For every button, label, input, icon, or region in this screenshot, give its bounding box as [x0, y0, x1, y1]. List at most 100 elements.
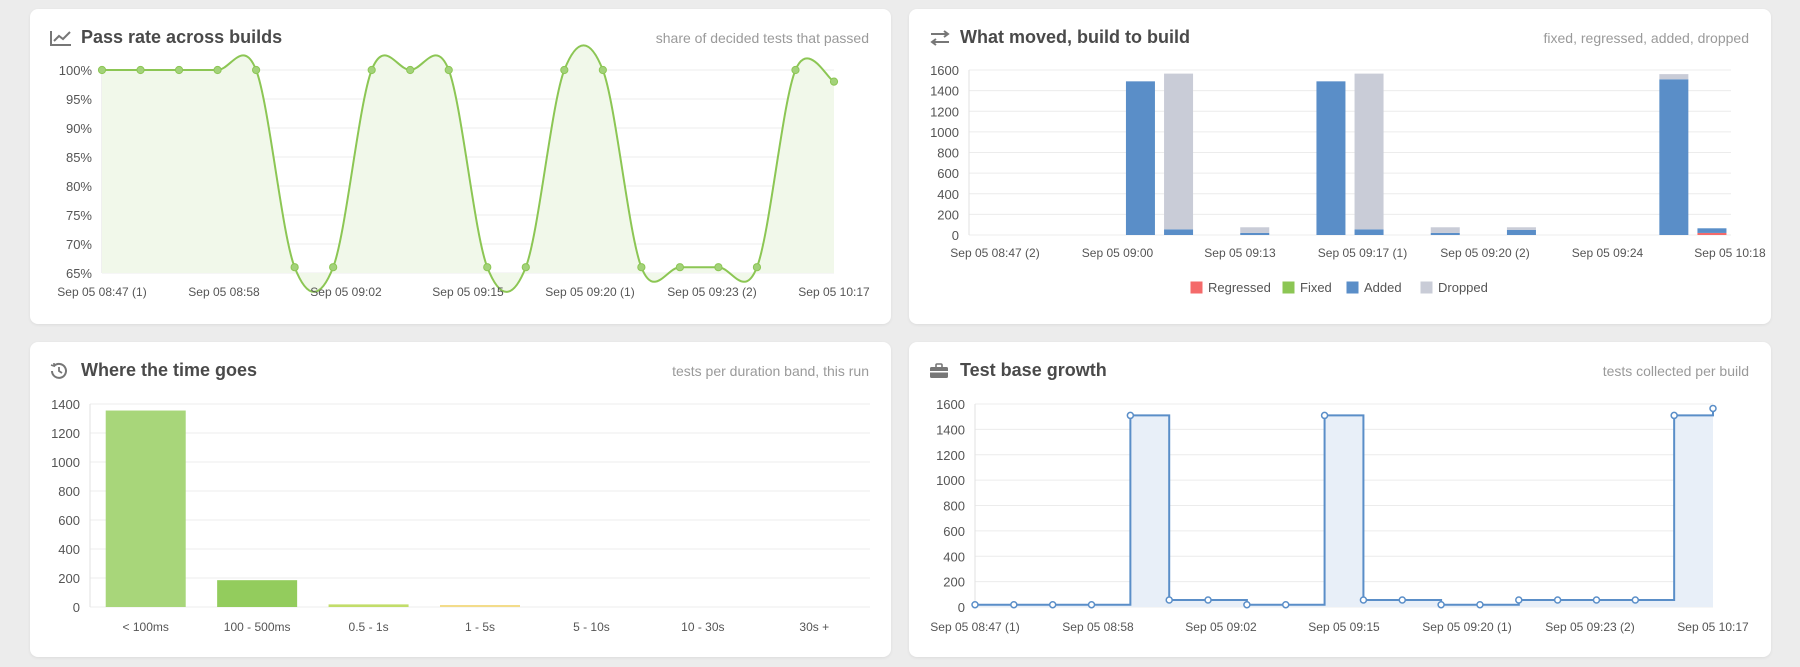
y-tick-label: 100% [59, 63, 93, 78]
x-tick-label: Sep 05 08:47 (2) [950, 246, 1039, 260]
growth-point [1359, 596, 1368, 604]
growth-point [1204, 596, 1212, 604]
y-tick-label: 800 [58, 484, 80, 499]
x-tick-label: Sep 05 10:17 [798, 285, 870, 299]
x-tick-label: < 100ms [123, 620, 169, 634]
pass-rate-point [521, 263, 530, 272]
duration-bar [440, 605, 520, 607]
x-tick-label: Sep 05 08:58 [188, 285, 260, 299]
pass-rate-point [329, 263, 338, 272]
pass-rate-title-text: Pass rate across builds [81, 27, 283, 47]
pass-rate-point [829, 77, 839, 86]
pass-rate-title: Pass rate across builds [50, 27, 282, 48]
growth-point [1320, 411, 1329, 420]
bar-regressed [1697, 232, 1727, 235]
pass-rate-point [213, 65, 222, 75]
y-tick-label: 800 [937, 146, 959, 161]
y-tick-label: 1000 [936, 473, 965, 488]
y-tick-label: 800 [943, 499, 965, 514]
growth-point [1592, 596, 1601, 604]
time-distribution-chart: 0 200 400 600 800 1000 1200 1400 < 100ms 100 - 50… [51, 397, 870, 634]
bar-added [1316, 81, 1346, 235]
x-tick-label: 30s + [799, 620, 829, 634]
growth-point [1515, 596, 1523, 604]
x-tick-label: Sep 05 09:23 (2) [1545, 620, 1634, 634]
y-tick-label: 80% [66, 179, 92, 194]
y-tick-label: 95% [66, 92, 92, 107]
legend-swatch-dropped [1419, 280, 1434, 295]
growth-point [1126, 411, 1135, 420]
bar-dropped [1240, 227, 1270, 233]
bar-dropped [1506, 227, 1536, 230]
growth-point [1281, 600, 1290, 609]
growth-area [975, 408, 1713, 607]
history-icon [50, 362, 72, 380]
growth-point [971, 600, 979, 609]
pass-rate-point [714, 263, 723, 272]
y-tick-label: 0 [958, 600, 965, 615]
test-growth-card: Test base growth tests collected per bui… [909, 342, 1771, 657]
y-tick-label: 1200 [930, 104, 959, 119]
y-tick-label: 0 [73, 600, 80, 615]
test-growth-title: Test base growth [929, 360, 1107, 381]
pass-rate-point [367, 65, 376, 75]
y-tick-label: 600 [58, 513, 80, 528]
line-chart-icon [50, 29, 72, 47]
x-tick-label: 100 - 500ms [224, 620, 291, 634]
y-tick-label: 1000 [51, 455, 80, 470]
x-tick-label: Sep 05 09:00 [1082, 246, 1154, 260]
x-tick-label: Sep 05 10:17 [1677, 620, 1749, 634]
x-tick-label: Sep 05 09:20 (1) [1422, 620, 1511, 634]
pass-rate-point [252, 65, 261, 75]
briefcase-icon [929, 362, 951, 380]
duration-bar [105, 410, 186, 607]
pass-rate-point [406, 65, 415, 75]
y-tick-label: 400 [58, 542, 80, 557]
bar-dropped [1164, 73, 1194, 230]
y-tick-label: 1200 [51, 426, 80, 441]
x-tick-label: Sep 05 09:20 (1) [545, 285, 634, 299]
legend-swatch-fixed [1281, 280, 1296, 295]
test-growth-subtitle: tests collected per build [1602, 363, 1749, 379]
time-distribution-card: Where the time goes tests per duration b… [30, 342, 891, 657]
bar-dropped [1354, 73, 1384, 230]
pass-rate-point [136, 65, 145, 75]
y-tick-label: 200 [58, 571, 80, 586]
pass-rate-point [598, 65, 607, 75]
bar-dropped [1430, 227, 1460, 233]
time-distribution-subtitle: tests per duration band, this run [672, 363, 869, 379]
growth-point [1631, 596, 1640, 604]
y-tick-label: 75% [66, 208, 92, 223]
legend-label-regressed: Regressed [1208, 280, 1271, 295]
y-tick-label: 600 [943, 524, 965, 539]
bar-added [1659, 79, 1689, 235]
pass-rate-chart: 65% 70% 75% 80% 85% 90% 95% 100% Sep 05 08:47 (1… [57, 44, 870, 299]
duration-bar [217, 580, 298, 607]
growth-point [1010, 600, 1018, 609]
y-tick-label: 85% [66, 150, 92, 165]
time-distribution-title-text: Where the time goes [81, 360, 258, 380]
what-moved-title: What moved, build to build [929, 27, 1190, 48]
pass-rate-point [97, 65, 107, 75]
x-tick-label: Sep 05 10:18 [1694, 246, 1766, 260]
what-moved-subtitle: fixed, regressed, added, dropped [1543, 30, 1749, 46]
x-tick-label: Sep 05 08:47 (1) [930, 620, 1019, 634]
x-tick-label: 10 - 30s [681, 620, 724, 634]
y-tick-label: 400 [943, 549, 965, 564]
pass-rate-point [483, 263, 492, 272]
growth-point [1670, 411, 1678, 420]
x-tick-label: Sep 05 09:17 (1) [1318, 246, 1407, 260]
y-tick-label: 65% [66, 266, 92, 281]
y-tick-label: 200 [943, 575, 965, 590]
pass-rate-point [752, 263, 762, 272]
y-tick-label: 400 [937, 187, 959, 202]
y-tick-label: 600 [937, 166, 959, 181]
bar-added [1164, 229, 1194, 235]
growth-point [1048, 600, 1057, 609]
x-tick-label: Sep 05 08:58 [1062, 620, 1134, 634]
x-tick-label: 5 - 10s [573, 620, 610, 634]
y-tick-label: 1600 [936, 397, 965, 412]
y-tick-label: 70% [66, 237, 92, 252]
growth-line [975, 408, 1714, 606]
growth-point [1087, 600, 1096, 609]
